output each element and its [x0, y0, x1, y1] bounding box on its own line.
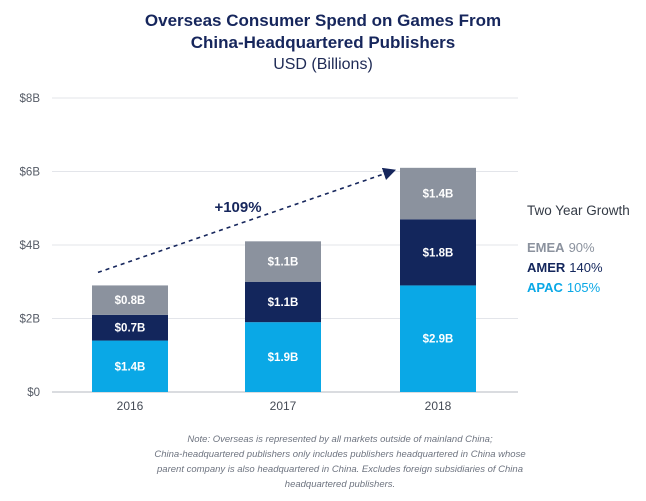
y-tick-label: $2B — [20, 314, 41, 326]
bar-segment-emea — [245, 241, 321, 282]
bar-segment-amer — [245, 281, 321, 323]
bar-segment-apac — [400, 285, 476, 392]
y-tick-label: $8B — [20, 93, 41, 105]
chart-title-line-1: Overseas Consumer Spend on Games From — [144, 11, 502, 30]
growth-panel-title: Two Year Growth — [527, 203, 630, 218]
data-label: $1.1B — [268, 257, 299, 269]
data-label: $0.8B — [115, 295, 146, 307]
x-tick-label: 2017 — [270, 399, 297, 413]
bar-segment-emea — [92, 285, 168, 315]
bars: $1.4B $0.7B $0.8B $1.9B $1.1B $1.1B $2.9B $1.8B… — [92, 167, 476, 392]
y-tick-label: $6B — [20, 167, 41, 179]
growth-row-emea: EMEA 90% — [527, 238, 630, 258]
data-label: $1.4B — [115, 361, 146, 373]
bar-segment-amer — [92, 314, 168, 341]
footnote-line: headquartered publishers. — [284, 479, 396, 490]
bar-segment-apac — [245, 322, 321, 392]
chart-title-block: Overseas Consumer Spend on Games From Ch… — [0, 10, 646, 76]
growth-region-name: AMER — [527, 260, 566, 275]
bar-segment-apac — [92, 340, 168, 392]
bar-segment-emea — [400, 167, 476, 220]
y-axis-ticks: $0 $2B $4B $6B $8B — [20, 93, 41, 399]
chart-subtitle: USD (Billions) — [273, 56, 373, 73]
growth-annotation: +109% — [97, 167, 397, 274]
x-tick-label: 2018 — [425, 399, 452, 413]
x-tick-label: 2016 — [117, 399, 144, 413]
growth-row-apac: APAC 105% — [527, 278, 630, 298]
footnote-line: Note: Overseas is represented by all mar… — [187, 434, 493, 445]
growth-region-name: APAC — [527, 280, 563, 295]
data-label: $2.9B — [423, 334, 454, 346]
bar-segment-amer — [400, 219, 476, 286]
growth-region-value: 140% — [569, 260, 603, 275]
footnote-line: China-headquartered publishers only incl… — [154, 449, 526, 460]
growth-region-name: EMEA — [527, 240, 565, 255]
data-label: $1.4B — [423, 189, 454, 201]
growth-region-value: 105% — [566, 280, 601, 295]
growth-annotation-label: +109% — [214, 199, 261, 216]
growth-row-amer: AMER 140% — [527, 258, 630, 278]
chart-title-line-2: China-Headquartered Publishers — [190, 33, 456, 52]
data-label: $0.7B — [115, 323, 146, 335]
footnote-line: parent company is also headquartered in … — [157, 464, 523, 475]
y-tick-label: $4B — [20, 240, 41, 252]
growth-region-value: 90% — [568, 240, 595, 255]
y-tick-label: $0 — [27, 387, 40, 399]
two-year-growth-panel: Two Year Growth EMEA 90% AMER 140% APAC 105… — [527, 203, 630, 298]
data-label: $1.9B — [268, 352, 299, 364]
x-axis-ticks: 2016 2017 2018 — [117, 399, 452, 413]
data-label: $1.8B — [423, 247, 454, 259]
footnote: Note: Overseas is represented by all mar… — [60, 432, 620, 492]
data-label: $1.1B — [268, 297, 299, 309]
